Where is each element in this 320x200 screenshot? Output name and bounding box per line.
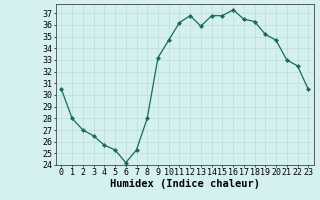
X-axis label: Humidex (Indice chaleur): Humidex (Indice chaleur) <box>110 179 260 189</box>
